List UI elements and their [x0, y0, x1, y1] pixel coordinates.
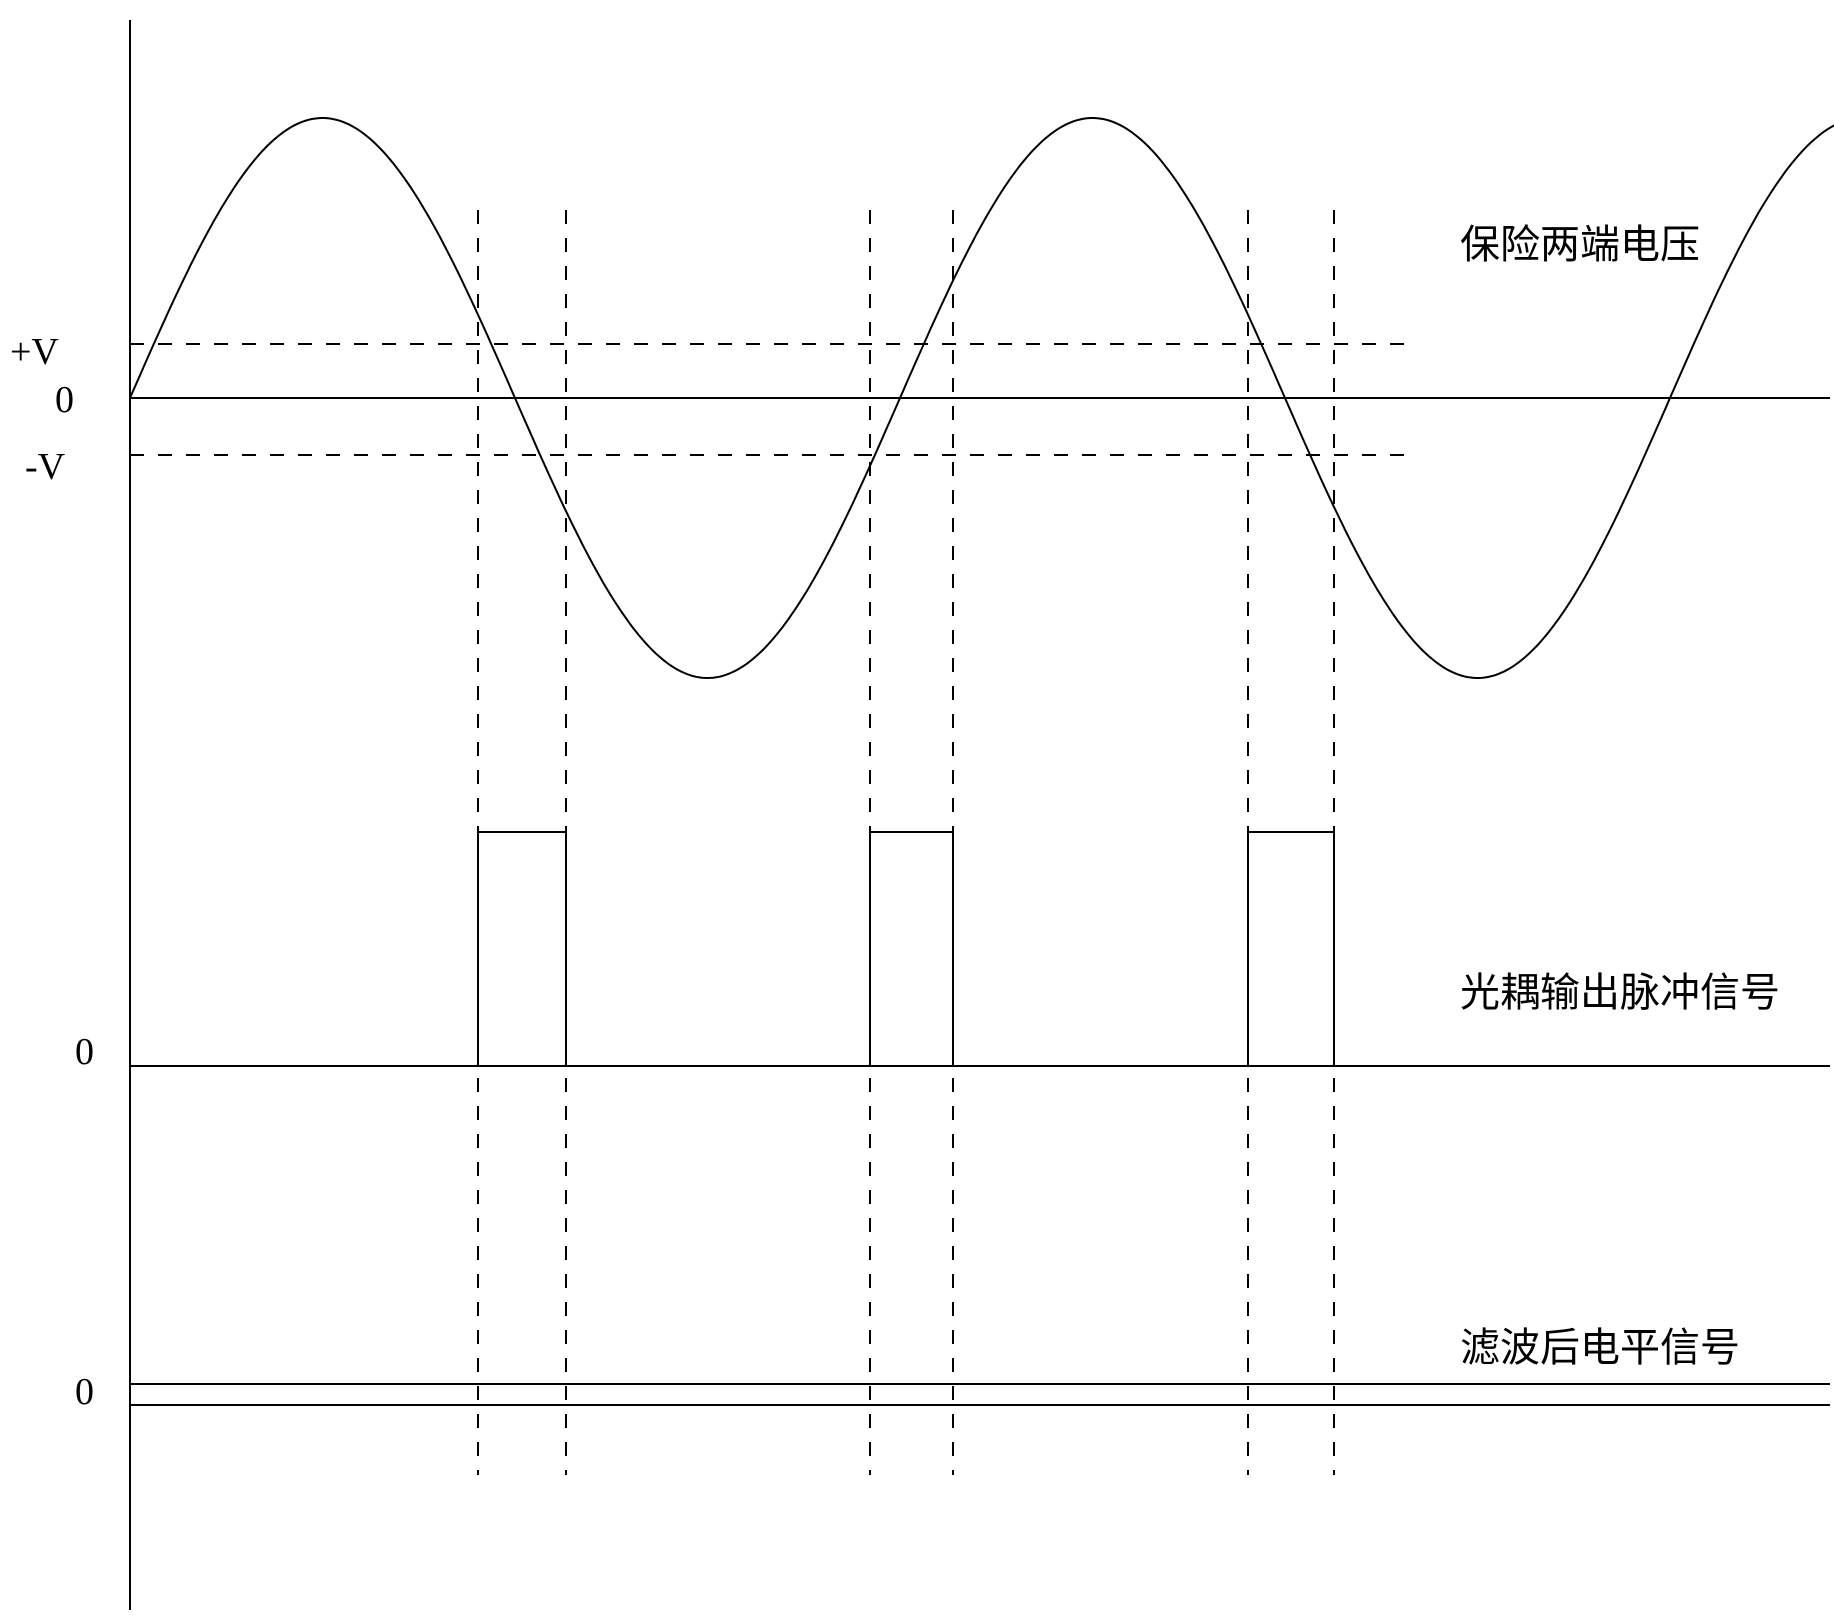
sine-zero-label: 0	[55, 378, 74, 422]
filtered-zero-label: 0	[75, 1370, 94, 1414]
pulse-zero-label: 0	[75, 1030, 94, 1074]
diagram-container: +V 0 -V 保险两端电压 0 光耦输出脉冲信号 0 滤波后电平信号	[0, 0, 1834, 1621]
sine-caption: 保险两端电压	[1460, 212, 1700, 270]
minus-v-label: -V	[25, 445, 65, 489]
filtered-caption: 滤波后电平信号	[1460, 1315, 1740, 1373]
plus-v-label: +V	[10, 330, 59, 374]
pulse-caption: 光耦输出脉冲信号	[1460, 960, 1780, 1018]
